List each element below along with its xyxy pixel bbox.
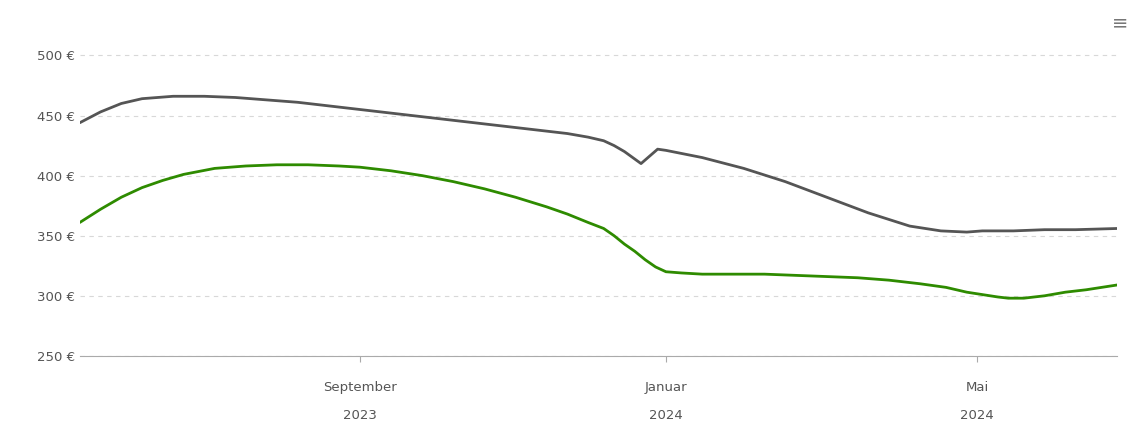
Text: Januar: Januar [644,381,687,394]
Text: 2024: 2024 [649,409,683,422]
Text: 2024: 2024 [960,409,994,422]
Text: ≡: ≡ [1113,13,1129,32]
Text: September: September [323,381,397,394]
Text: Mai: Mai [966,381,988,394]
Text: 2023: 2023 [343,409,377,422]
